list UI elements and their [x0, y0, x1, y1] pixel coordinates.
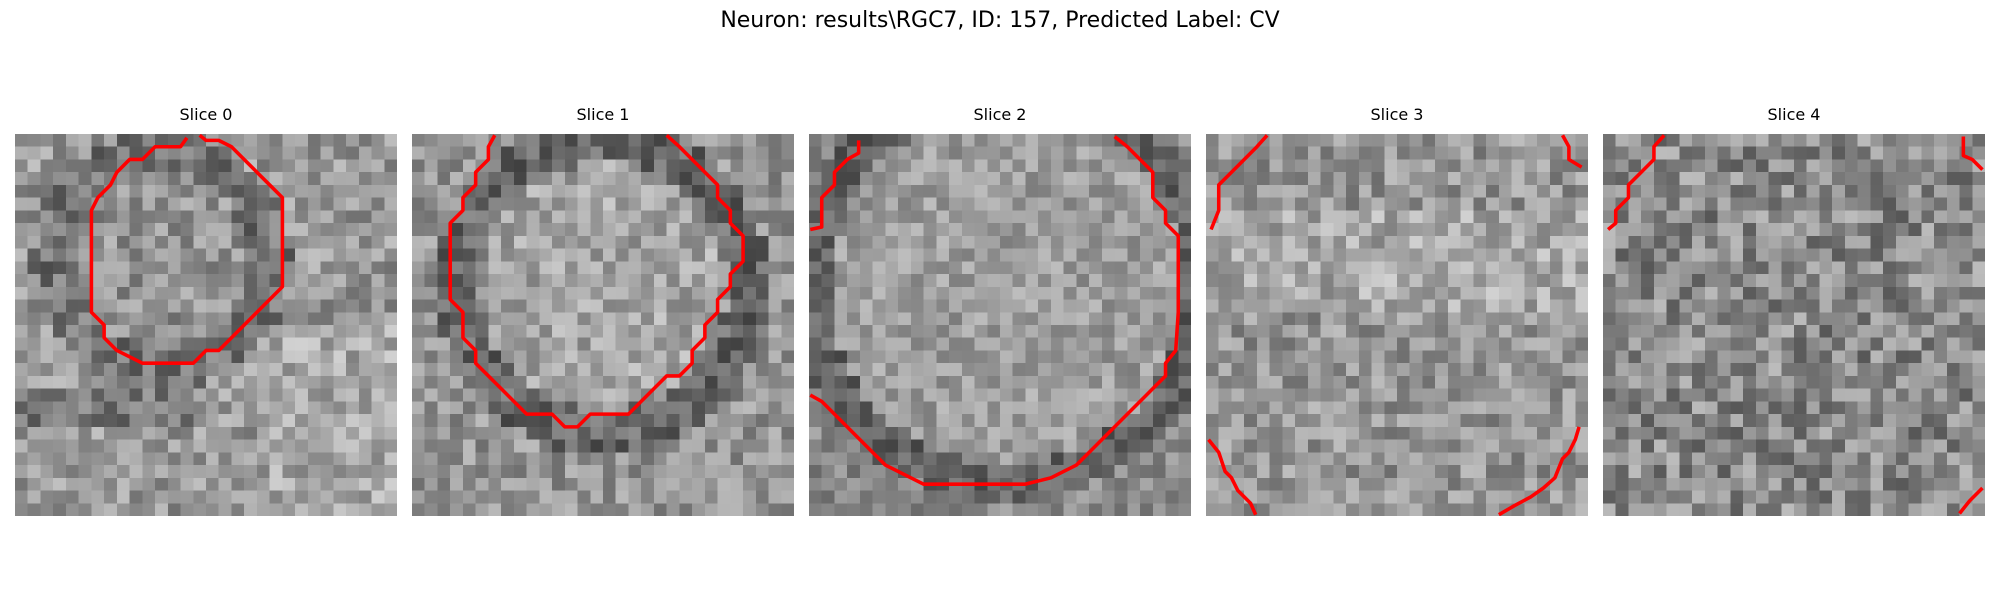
slice-title-2: Slice 2: [809, 104, 1191, 126]
slice-image-0: [15, 134, 397, 516]
slice-panel-1: Slice 1: [412, 134, 794, 516]
slice-title-4: Slice 4: [1603, 104, 1985, 126]
slice-image-4: [1603, 134, 1985, 516]
slice-image-2: [809, 134, 1191, 516]
slice-title-3: Slice 3: [1206, 104, 1588, 126]
slice-panel-3: Slice 3: [1206, 134, 1588, 516]
slice-title-0: Slice 0: [15, 104, 397, 126]
slice-image-1: [412, 134, 794, 516]
slice-panel-0: Slice 0: [15, 134, 397, 516]
slice-image-3: [1206, 134, 1588, 516]
slice-panel-4: Slice 4: [1603, 134, 1985, 516]
slice-panel-2: Slice 2: [809, 134, 1191, 516]
figure-title: Neuron: results\RGC7, ID: 157, Predicted…: [0, 4, 2000, 38]
slice-title-1: Slice 1: [412, 104, 794, 126]
